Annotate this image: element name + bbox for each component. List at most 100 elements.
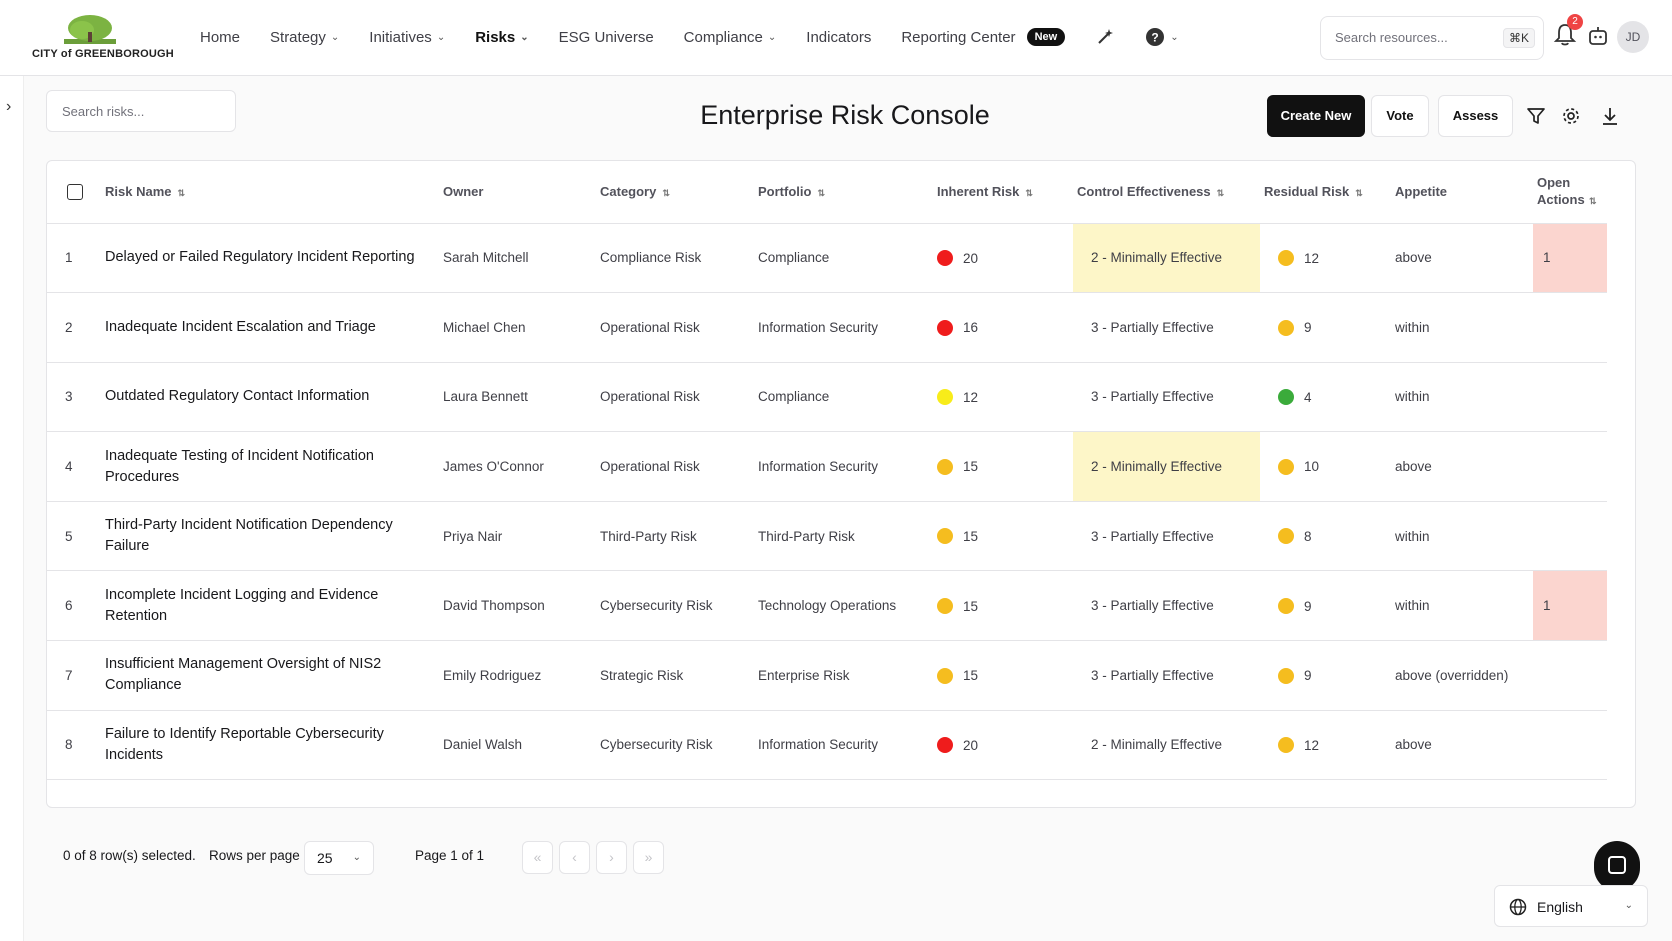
table-body: 1 Delayed or Failed Regulatory Incident R…: [47, 223, 1607, 781]
tree-logo-icon: [64, 15, 116, 44]
last-page-button[interactable]: »: [633, 841, 664, 874]
owner-cell: Sarah Mitchell: [439, 223, 596, 294]
rows-per-page-value: 25: [317, 850, 333, 866]
col-control-effectiveness[interactable]: Control Effectiveness ⇅: [1073, 161, 1260, 224]
col-control-label: Control Effectiveness: [1077, 184, 1211, 200]
residual-risk-cell: 9: [1260, 570, 1391, 642]
shortcut-hint: ⌘K: [1502, 28, 1535, 48]
control-effectiveness-cell: 3 - Partially Effective: [1073, 640, 1260, 711]
risk-name-link[interactable]: Incomplete Incident Logging and Evidence…: [101, 570, 439, 642]
risk-search-placeholder: Search risks...: [62, 104, 145, 119]
nav-risks[interactable]: Risks ⌄: [475, 29, 528, 46]
portfolio-cell: Information Security: [754, 710, 933, 781]
assistant-bot-icon[interactable]: [1586, 24, 1610, 48]
language-value: English: [1537, 899, 1583, 915]
user-avatar[interactable]: JD: [1617, 21, 1649, 53]
main-nav: Home Strategy ⌄ Initiatives ⌄ Risks ⌄ ESG U…: [200, 0, 1209, 74]
chevron-down-icon: ⌄: [520, 31, 529, 43]
row-number: 2: [47, 292, 101, 363]
city-logo[interactable]: CITY of GREENBOROUGH: [30, 12, 174, 64]
col-open-actions[interactable]: Open Actions ⇅: [1533, 161, 1607, 224]
chevron-right-icon: ›: [609, 849, 614, 865]
portfolio-cell: Compliance: [754, 362, 933, 433]
global-search-input[interactable]: Search resources... ⌘K: [1320, 16, 1544, 60]
download-icon[interactable]: [1600, 106, 1620, 126]
owner-cell: James O'Connor: [439, 431, 596, 502]
risk-name-link[interactable]: Outdated Regulatory Contact Information: [101, 362, 439, 433]
residual-risk-cell: 8: [1260, 501, 1391, 572]
open-actions-cell: [1533, 292, 1607, 363]
table-row[interactable]: 6 Incomplete Incident Logging and Evidenc…: [47, 570, 1607, 642]
chat-icon: [1608, 856, 1626, 874]
help-menu[interactable]: ? ⌄: [1145, 27, 1179, 47]
inherent-risk-score: 12: [963, 389, 979, 405]
table-row[interactable]: 5 Third-Party Incident Notification Depen…: [47, 501, 1607, 572]
residual-risk-score: 9: [1304, 598, 1312, 614]
table-row[interactable]: 8 Failure to Identify Reportable Cybersec…: [47, 710, 1607, 781]
chevron-down-icon: ⌄: [767, 31, 777, 43]
collapsed-sidebar: ›: [0, 76, 24, 941]
open-actions-cell: [1533, 640, 1607, 711]
nav-reporting-center[interactable]: Reporting Center New: [901, 28, 1066, 46]
row-number: 3: [47, 362, 101, 433]
inherent-risk-score: 20: [963, 737, 979, 753]
nav-home[interactable]: Home: [200, 29, 240, 46]
nav-indicators[interactable]: Indicators: [806, 29, 871, 46]
table-row[interactable]: 4 Inadequate Testing of Incident Notifica…: [47, 431, 1607, 502]
col-appetite-label: Appetite: [1395, 184, 1447, 200]
nav-initiatives[interactable]: Initiatives ⌄: [369, 29, 445, 46]
settings-gear-icon[interactable]: [1561, 106, 1581, 126]
open-actions-cell: [1533, 431, 1607, 502]
col-inherent-risk[interactable]: Inherent Risk ⇅: [933, 161, 1073, 224]
select-all-checkbox[interactable]: [67, 184, 83, 201]
table-row[interactable]: 2 Inadequate Incident Escalation and Tria…: [47, 292, 1607, 363]
table-row[interactable]: 1 Delayed or Failed Regulatory Incident R…: [47, 223, 1607, 294]
col-portfolio[interactable]: Portfolio ⇅: [754, 161, 933, 224]
inherent-risk-indicator: [937, 737, 953, 754]
chat-launcher-button[interactable]: [1594, 841, 1640, 891]
ai-tools-button[interactable]: [1095, 27, 1115, 47]
vote-button[interactable]: Vote: [1371, 95, 1429, 137]
owner-cell: Priya Nair: [439, 501, 596, 572]
inherent-risk-indicator: [937, 667, 953, 684]
nav-esg-universe[interactable]: ESG Universe: [559, 29, 654, 46]
table-row[interactable]: 3 Outdated Regulatory Contact Information…: [47, 362, 1607, 433]
col-owner-label: Owner: [443, 184, 484, 200]
first-page-button[interactable]: «: [522, 841, 553, 874]
risk-name-link[interactable]: Third-Party Incident Notification Depend…: [101, 501, 439, 572]
rows-per-page-select[interactable]: 25 ⌄: [304, 841, 374, 875]
filter-icon[interactable]: [1526, 106, 1546, 126]
assess-button[interactable]: Assess: [1438, 95, 1513, 137]
sort-icon: ⇅: [1025, 188, 1033, 199]
sort-icon: ⇅: [1589, 195, 1597, 206]
page-title: Enterprise Risk Console: [700, 100, 990, 130]
prev-page-button[interactable]: ‹: [559, 841, 590, 874]
language-select[interactable]: English ⌄: [1494, 885, 1648, 927]
col-inherent-label: Inherent Risk: [937, 184, 1020, 200]
risk-search-input[interactable]: Search risks...: [46, 90, 236, 132]
col-residual-risk[interactable]: Residual Risk ⇅: [1260, 161, 1391, 224]
residual-risk-score: 8: [1304, 528, 1312, 544]
create-new-button[interactable]: Create New: [1267, 95, 1365, 137]
col-category[interactable]: Category ⇅: [596, 161, 754, 224]
row-number: 5: [47, 501, 101, 572]
nav-compliance[interactable]: Compliance ⌄: [684, 29, 777, 46]
open-actions-cell: [1533, 710, 1607, 781]
globe-icon: [1509, 898, 1527, 916]
open-actions-cell: [1533, 362, 1607, 433]
table-row[interactable]: 7 Insufficient Management Oversight of NI…: [47, 640, 1607, 711]
portfolio-cell: Enterprise Risk: [754, 640, 933, 711]
inherent-risk-indicator: [937, 528, 953, 545]
inherent-risk-indicator: [937, 597, 953, 614]
portfolio-cell: Information Security: [754, 431, 933, 502]
col-risk-name[interactable]: Risk Name ⇅: [101, 161, 439, 224]
risk-name-link[interactable]: Inadequate Testing of Incident Notificat…: [101, 431, 439, 502]
risk-name-link[interactable]: Insufficient Management Oversight of NIS…: [101, 640, 439, 711]
risk-name-link[interactable]: Failure to Identify Reportable Cybersecu…: [101, 710, 439, 781]
risk-name-link[interactable]: Delayed or Failed Regulatory Incident Re…: [101, 223, 439, 294]
chevron-right-icon[interactable]: ›: [6, 98, 12, 115]
next-page-button[interactable]: ›: [596, 841, 627, 874]
open-actions-cell: 1: [1533, 223, 1607, 294]
risk-name-link[interactable]: Inadequate Incident Escalation and Triag…: [101, 292, 439, 363]
nav-strategy[interactable]: Strategy ⌄: [270, 29, 339, 46]
